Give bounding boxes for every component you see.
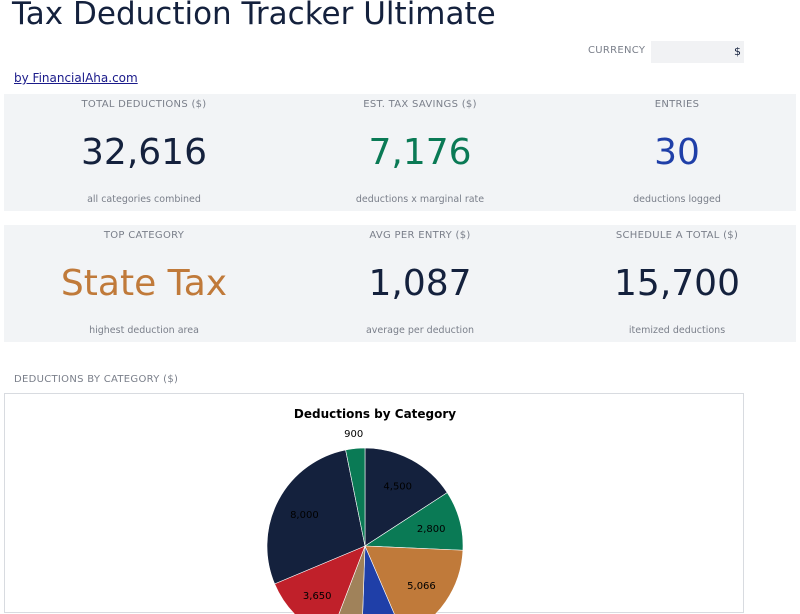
pie-slice xyxy=(274,545,366,614)
kpi-value: 32,616 xyxy=(81,132,207,173)
kpi-sub: highest deduction area xyxy=(89,325,199,336)
pie-data-label: 2,800 xyxy=(417,524,446,535)
kpi-top-category: TOP CATEGORY State Tax highest deduction… xyxy=(24,225,264,342)
chart-title: Deductions by Category xyxy=(294,407,456,421)
kpi-est-tax-savings: EST. TAX SAVINGS ($) 7,176 deductions x … xyxy=(300,94,540,211)
kpi-label: EST. TAX SAVINGS ($) xyxy=(363,99,477,110)
kpi-value: 1,087 xyxy=(368,263,472,304)
byline-link[interactable]: by FinancialAha.com xyxy=(14,71,138,85)
kpi-sub: average per deduction xyxy=(365,325,475,336)
pie-slice xyxy=(362,545,395,614)
kpi-value: State Tax xyxy=(60,263,228,304)
pie-data-label: 5,066 xyxy=(407,581,436,592)
currency-label: CURRENCY xyxy=(588,45,646,56)
kpi-value: 7,176 xyxy=(368,132,472,173)
pie-chart: Deductions by Category 4,500 2,800 5,066 3,… xyxy=(266,407,464,614)
pie-data-label: 3,650 xyxy=(303,591,332,602)
kpi-sub: all categories combined xyxy=(87,194,201,205)
kpi-label: TOTAL DEDUCTIONS ($) xyxy=(81,99,207,110)
chart-container: Deductions by Category 4,500 2,800 5,066 3,… xyxy=(4,393,744,614)
pie-data-label: 4,500 xyxy=(383,482,412,493)
kpi-sub: deductions logged xyxy=(633,194,721,205)
kpi-value: 15,700 xyxy=(614,263,740,304)
currency-field[interactable]: $ xyxy=(651,41,744,63)
kpi-total-deductions: TOTAL DEDUCTIONS ($) 32,616 all categori… xyxy=(24,94,264,211)
chart-section-label: DEDUCTIONS BY CATEGORY ($) xyxy=(14,374,179,385)
page-title: Tax Deduction Tracker Ultimate xyxy=(12,0,496,32)
kpi-entries: ENTRIES 30 deductions logged xyxy=(577,94,777,211)
kpi-value: 30 xyxy=(654,132,700,173)
pie-data-label: 900 xyxy=(344,429,363,440)
kpi-sub: itemized deductions xyxy=(628,325,726,336)
pie-slice xyxy=(345,447,366,547)
kpi-avg-per-entry: AVG PER ENTRY ($) 1,087 average per dedu… xyxy=(300,225,540,342)
kpi-label: TOP CATEGORY xyxy=(103,230,185,241)
kpi-sub: deductions x marginal rate xyxy=(355,194,485,205)
pie-data-label: 8,000 xyxy=(290,510,319,521)
pie-slice xyxy=(266,449,366,585)
kpi-row-2: TOP CATEGORY State Tax highest deduction… xyxy=(4,225,796,342)
kpi-row-1: TOTAL DEDUCTIONS ($) 32,616 all categori… xyxy=(4,94,796,211)
pie-slice xyxy=(364,447,448,547)
kpi-label: AVG PER ENTRY ($) xyxy=(369,230,471,241)
kpi-label: SCHEDULE A TOTAL ($) xyxy=(615,230,739,241)
kpi-schedule-a-total: SCHEDULE A TOTAL ($) 15,700 itemized ded… xyxy=(577,225,777,342)
kpi-label: ENTRIES xyxy=(654,99,700,110)
